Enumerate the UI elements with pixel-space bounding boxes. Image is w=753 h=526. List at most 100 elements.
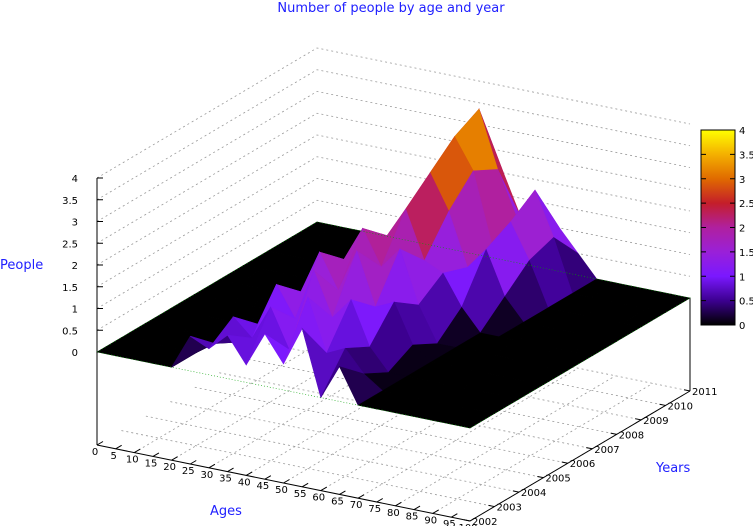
x-tick-label: 25 xyxy=(182,466,195,477)
x-tick-label: 5 xyxy=(110,451,116,462)
colorbar-tick-label: 2 xyxy=(739,224,745,235)
x-tick-label: 95 xyxy=(443,519,456,526)
colorbar-tick-label: 4 xyxy=(739,126,745,137)
x-tick-label: 30 xyxy=(201,470,214,481)
y-tick xyxy=(537,475,544,479)
x-tick xyxy=(395,501,402,507)
x-tick xyxy=(376,498,384,503)
y-axis-line xyxy=(469,390,691,522)
z-axis-label: People xyxy=(0,258,43,273)
colorbar xyxy=(700,129,736,326)
colorbar-tick-label: 3 xyxy=(739,175,745,186)
x-tick-label: 0 xyxy=(92,447,98,458)
y-gridline xyxy=(194,386,568,464)
x-tick-label: 15 xyxy=(145,458,158,469)
y-tick-label: 2010 xyxy=(668,401,693,412)
y-gridline xyxy=(170,401,544,479)
y-tick-label: 2006 xyxy=(570,459,595,470)
y-axis-label: Years xyxy=(655,461,691,476)
surface-cell xyxy=(450,409,496,429)
x-tick xyxy=(264,475,272,480)
y-tick xyxy=(463,519,471,522)
y-tick-label: 2007 xyxy=(594,445,619,456)
chart-title: Number of people by age and year xyxy=(277,1,505,16)
y-tick xyxy=(512,490,519,493)
z-gridline xyxy=(96,91,691,222)
z-gridline xyxy=(96,199,691,331)
x-tick-label: 80 xyxy=(387,508,400,519)
y-tick-label: 2003 xyxy=(496,503,521,514)
y-tick-label: 2004 xyxy=(521,488,546,499)
y-tick xyxy=(561,461,568,464)
y-gridline xyxy=(121,430,495,507)
y-tick-label: 2005 xyxy=(545,474,570,485)
x-tick-label: 40 xyxy=(238,477,251,488)
x-tick-label: 20 xyxy=(163,462,176,473)
x-tick xyxy=(115,444,122,450)
z-tick-label: 4 xyxy=(72,174,78,185)
x-tick xyxy=(469,517,477,522)
x-tick xyxy=(134,448,141,454)
x-tick-label: 100 xyxy=(458,523,477,526)
x-tick xyxy=(320,486,328,492)
y-tick-label: 2009 xyxy=(643,416,668,427)
x-tick xyxy=(152,452,160,457)
x-tick xyxy=(339,490,346,495)
y-tick-label: 2002 xyxy=(472,517,497,526)
z-tick-label: 3.5 xyxy=(62,196,78,207)
z-tick-label: 3 xyxy=(72,218,78,229)
y-tick xyxy=(659,403,666,406)
x-tick xyxy=(413,505,421,511)
y-tick-label: 2011 xyxy=(692,387,717,398)
z-tick-label: 2.5 xyxy=(62,239,78,250)
z-gridline xyxy=(96,47,691,179)
z-gridline xyxy=(96,156,691,288)
x-tick xyxy=(451,513,458,518)
colorbar-tick-label: 0.5 xyxy=(739,297,753,308)
z-gridline xyxy=(96,178,691,309)
x-tick xyxy=(208,463,216,469)
x-tick-label: 90 xyxy=(424,515,437,526)
y-tick xyxy=(586,447,593,450)
colorbar-tick-label: 1.5 xyxy=(739,248,753,259)
x-tick-label: 65 xyxy=(331,496,344,507)
colorbar-tick-label: 3.5 xyxy=(739,150,753,161)
z-gridline xyxy=(96,69,691,201)
x-tick-label: 60 xyxy=(312,493,325,504)
colorbar-tick-label: 2.5 xyxy=(739,199,753,210)
x-tick xyxy=(171,456,178,461)
colorbar-tick-label: 1 xyxy=(739,272,745,283)
x-tick xyxy=(227,467,234,473)
y-tick xyxy=(610,432,617,435)
x-tick xyxy=(283,479,290,484)
y-tick xyxy=(683,389,691,392)
x-tick-label: 75 xyxy=(368,504,381,515)
surface-edge xyxy=(96,221,691,429)
x-tick-label: 55 xyxy=(294,489,307,500)
x-axis-label: Ages xyxy=(210,504,242,519)
y-tick-label: 2008 xyxy=(619,430,644,441)
x-tick xyxy=(96,441,104,446)
y-tick xyxy=(635,418,642,421)
z-gridline xyxy=(96,112,691,244)
x-tick-label: 35 xyxy=(219,474,232,485)
z-tick-label: 0.5 xyxy=(62,326,78,337)
x-tick xyxy=(189,460,197,465)
x-tick-label: 10 xyxy=(126,455,139,466)
z-tick-label: 0 xyxy=(72,348,78,359)
z-tick-label: 1.5 xyxy=(62,283,78,294)
x-tick-label: 50 xyxy=(275,485,288,496)
z-gridline xyxy=(96,134,691,266)
x-tick-label: 85 xyxy=(406,512,419,523)
x-tick xyxy=(301,482,309,488)
x-tick-label: 45 xyxy=(256,481,269,492)
y-tick xyxy=(488,504,495,508)
x-tick xyxy=(432,509,439,514)
z-tick-label: 2 xyxy=(72,261,78,272)
x-tick xyxy=(357,494,365,499)
x-tick-label: 70 xyxy=(350,500,363,511)
z-tick-label: 1 xyxy=(72,305,78,316)
y-gridline xyxy=(145,415,519,493)
x-tick xyxy=(245,471,253,476)
